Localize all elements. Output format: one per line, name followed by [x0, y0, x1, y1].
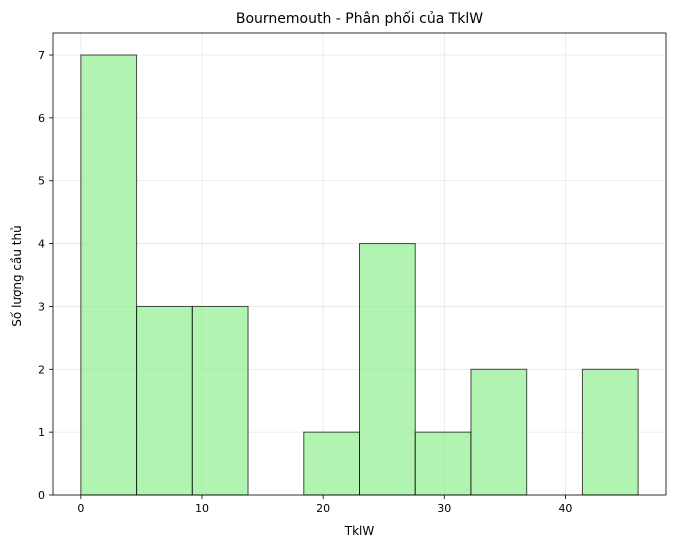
histogram-bar: [359, 243, 416, 496]
axes: [52, 32, 667, 496]
x-axis-label: TklW: [344, 524, 375, 538]
histogram-bar: [80, 54, 138, 496]
y-tick-label: 2: [38, 363, 45, 376]
x-tick-label: 10: [195, 502, 209, 515]
y-tick-label: 6: [38, 112, 45, 125]
y-tick-label: 7: [38, 49, 45, 62]
histogram-bar: [414, 431, 472, 496]
x-tick-label: 30: [437, 502, 451, 515]
y-tick-label: 0: [38, 489, 45, 502]
y-axis-ticks: 0 1 2 3 4 5 6 7: [38, 49, 53, 502]
y-axis-label: Số lượng cầu thủ: [10, 225, 24, 326]
y-tick-label: 3: [38, 300, 45, 313]
histogram-bar: [136, 305, 193, 496]
y-tick-label: 5: [38, 175, 45, 188]
histogram-bar: [470, 368, 528, 496]
bars: [80, 54, 639, 496]
x-tick-label: 20: [316, 502, 330, 515]
x-tick-label: 0: [77, 502, 84, 515]
x-tick-label: 40: [558, 502, 572, 515]
y-tick-label: 4: [38, 238, 45, 251]
x-axis-ticks: 0 10 20 30 40: [77, 495, 572, 515]
chart-title: Bournemouth - Phân phối của TklW: [236, 10, 483, 27]
histogram-bar: [303, 431, 361, 496]
plot-frame: [52, 32, 667, 496]
y-tick-label: 1: [38, 426, 45, 439]
histogram-bar: [191, 305, 249, 496]
histogram-bar: [581, 368, 639, 496]
